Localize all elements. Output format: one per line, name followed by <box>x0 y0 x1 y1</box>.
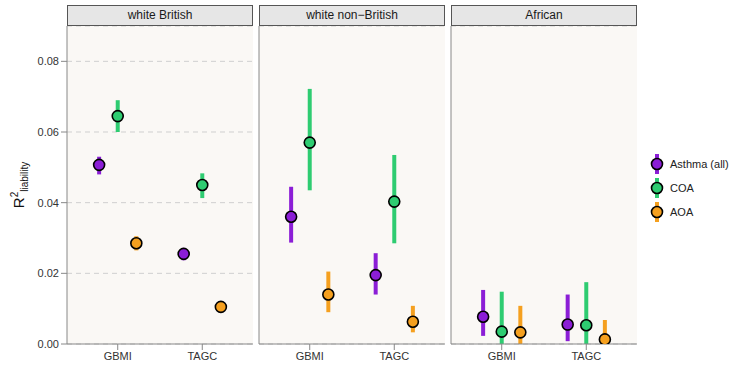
svg-text:AOA: AOA <box>670 206 694 218</box>
svg-text:Asthma (all): Asthma (all) <box>670 158 729 170</box>
svg-text:COA: COA <box>670 182 695 194</box>
svg-text:TAGC: TAGC <box>379 350 409 362</box>
html-text:white non−British: white non−British <box>306 8 398 22</box>
svg-text:TAGC: TAGC <box>571 350 601 362</box>
html-text:African: African <box>525 8 563 22</box>
svg-text:0.00: 0.00 <box>38 338 59 350</box>
svg-text:TAGC: TAGC <box>187 350 217 362</box>
svg-text:0.08: 0.08 <box>38 55 59 67</box>
html-text:white British: white British <box>127 8 193 22</box>
svg-text:GBMI: GBMI <box>488 350 516 362</box>
svg-text:0.02: 0.02 <box>38 267 59 279</box>
svg-text:0.06: 0.06 <box>38 126 59 138</box>
svg-text:GBMI: GBMI <box>296 350 324 362</box>
svg-text:R2liability: R2liability <box>9 162 30 208</box>
svg-text:0.04: 0.04 <box>38 197 59 209</box>
svg-text:GBMI: GBMI <box>104 350 132 362</box>
